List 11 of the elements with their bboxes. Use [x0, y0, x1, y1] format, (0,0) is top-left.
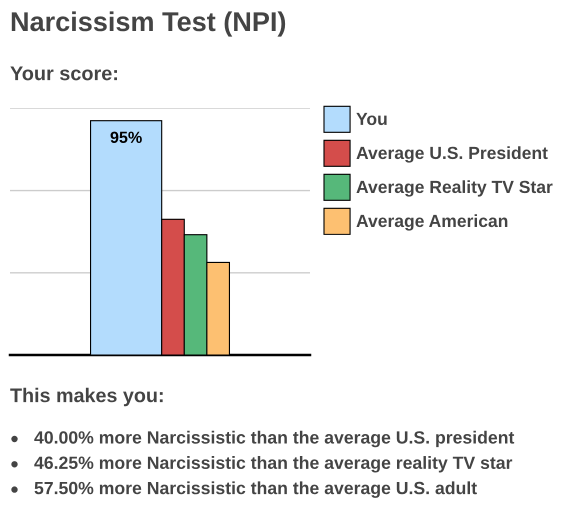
legend-label: You — [356, 112, 387, 126]
chart-subtitle: Your score: — [10, 66, 117, 80]
legend-label: Average U.S. President — [356, 146, 548, 163]
chart-title: Narcissism Test (NPI) — [12, 11, 286, 37]
legend-label: Average American — [356, 214, 508, 231]
text: 40.00% more Narcissistic than the average U.S. president — [34, 430, 514, 448]
data-label: 95% — [110, 132, 142, 144]
legend-label: Average Reality TV Star — [356, 180, 553, 197]
text: 57.50% more Narcissistic than the average U.S. adult — [34, 481, 477, 498]
text: This makes you: — [10, 388, 163, 406]
text: 46.25% more Narcissistic than the average reality TV star — [34, 456, 512, 473]
